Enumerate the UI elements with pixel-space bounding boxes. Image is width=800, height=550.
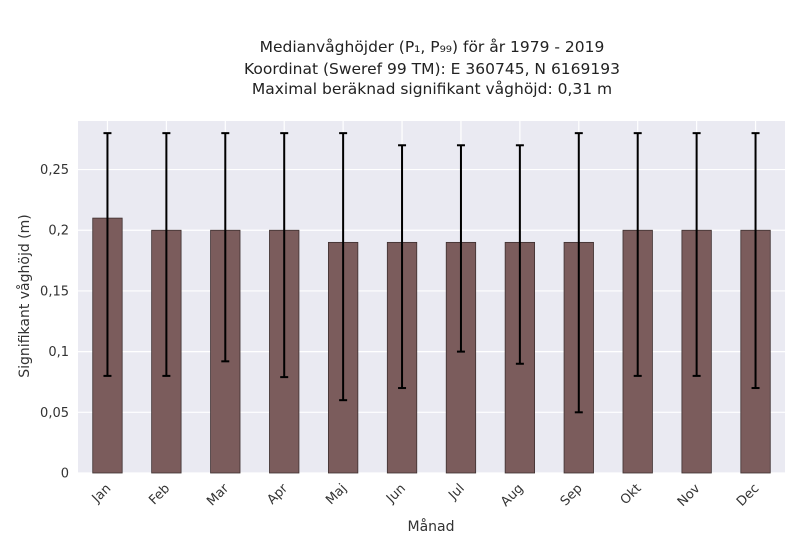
x-tick-label: Okt (618, 481, 645, 508)
x-tick-label: Mar (204, 481, 232, 509)
error-bar-jan (103, 132, 112, 377)
x-tick-label: Nov (675, 481, 704, 510)
y-tick-label: 0,2 (48, 224, 69, 239)
error-bar-maj (339, 132, 348, 402)
x-tick-label: Jul (445, 481, 467, 503)
error-bar-dec (751, 132, 760, 390)
error-bar-sep (574, 132, 583, 414)
y-tick-label: 0,1 (48, 345, 69, 360)
y-tick-label: 0 (61, 467, 69, 482)
x-tick-label: Sep (558, 481, 586, 509)
x-axis-label: Månad (408, 518, 455, 535)
x-tick-label: Jun (383, 481, 409, 507)
chart-title: Medianvåghöjder (P₁, P₉₉) för år 1979 - … (244, 38, 620, 98)
x-tick-label: Apr (265, 481, 292, 508)
error-bar-okt (633, 132, 642, 377)
error-bar-feb (162, 132, 171, 377)
x-tick-label: Jan (89, 481, 114, 506)
x-tick-label: Dec (734, 481, 762, 509)
x-tick-label: Maj (323, 481, 350, 508)
x-tick-label: Aug (498, 481, 527, 510)
error-bar-aug (515, 144, 524, 365)
y-tick-label: 0,15 (40, 284, 69, 299)
plot-area (78, 121, 785, 473)
chart-title-line-3: Maximal beräknad signifikant våghöjd: 0,… (252, 80, 612, 98)
y-axis-ticks: 0 0,05 0,1 0,15 0,2 0,25 (40, 163, 69, 481)
error-bar-jul (456, 144, 465, 353)
y-axis-label: Signifikant våghöjd (m) (16, 214, 33, 377)
error-bar-nov (692, 132, 701, 377)
error-bar-mar (221, 132, 230, 363)
error-bars (103, 132, 760, 414)
chart-title-line-2: Koordinat (Sweref 99 TM): E 360745, N 61… (244, 60, 620, 78)
chart-title-line-1: Medianvåghöjder (P₁, P₉₉) för år 1979 - … (260, 38, 605, 56)
error-bar-apr (280, 132, 289, 379)
y-tick-label: 0,05 (40, 406, 69, 421)
x-axis-ticks: Jan Feb Mar Apr Maj Jun Jul Aug Sep Okt Nov Dec (89, 481, 763, 510)
x-tick-label: Feb (146, 481, 173, 508)
y-tick-label: 0,25 (40, 163, 69, 178)
error-bar-jun (398, 144, 407, 390)
